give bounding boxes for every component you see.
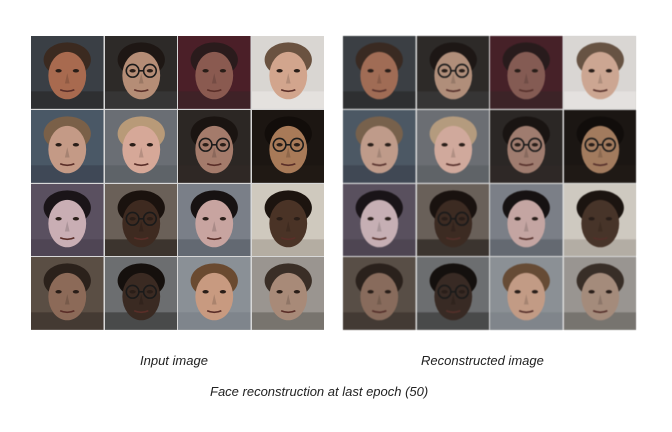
input-face-tile	[31, 36, 104, 109]
reconstructed-face-tile	[343, 184, 416, 257]
input-face-tile	[178, 257, 251, 330]
input-face-tile	[178, 184, 251, 257]
input-face-tile	[105, 184, 178, 257]
reconstructed-face-tile	[564, 257, 637, 330]
reconstructed-face-tile	[417, 184, 490, 257]
reconstructed-face-tile	[417, 110, 490, 183]
reconstructed-face-tile	[417, 257, 490, 330]
input-image-caption: Input image	[140, 353, 208, 368]
reconstructed-face-tile	[564, 110, 637, 183]
figure-caption: Face reconstruction at last epoch (50)	[210, 384, 428, 399]
reconstructed-face-tile	[417, 36, 490, 109]
input-face-tile	[31, 110, 104, 183]
input-face-tile	[178, 36, 251, 109]
reconstructed-image-caption: Reconstructed image	[421, 353, 544, 368]
input-face-tile	[252, 36, 325, 109]
reconstructed-face-tile	[490, 36, 563, 109]
input-face-tile	[31, 257, 104, 330]
input-face-tile	[105, 110, 178, 183]
input-face-tile	[252, 257, 325, 330]
reconstructed-face-tile	[564, 184, 637, 257]
reconstructed-face-tile	[343, 257, 416, 330]
input-face-tile	[31, 184, 104, 257]
reconstructed-face-tile	[490, 257, 563, 330]
reconstructed-face-tile	[343, 110, 416, 183]
reconstructed-face-tile	[490, 110, 563, 183]
reconstructed-face-tile	[343, 36, 416, 109]
reconstructed-face-tile	[490, 184, 563, 257]
input-face-tile	[105, 36, 178, 109]
input-face-tile	[252, 110, 325, 183]
reconstructed-face-tile	[564, 36, 637, 109]
input-image-grid	[31, 36, 324, 330]
input-face-tile	[252, 184, 325, 257]
reconstructed-image-grid	[343, 36, 636, 330]
input-face-tile	[105, 257, 178, 330]
input-face-tile	[178, 110, 251, 183]
